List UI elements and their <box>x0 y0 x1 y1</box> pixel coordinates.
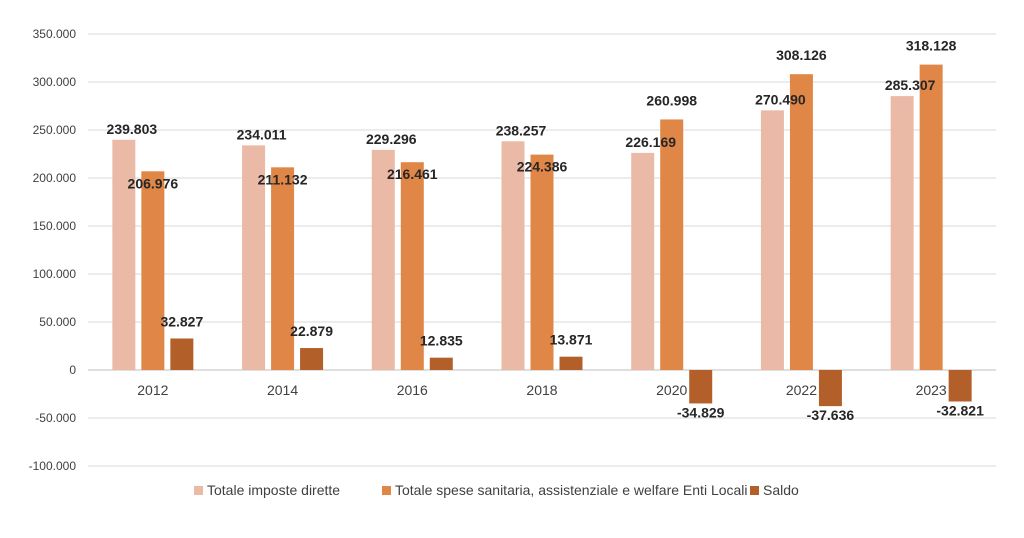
y-axis: 350.000 300.000 250.000 200.000 150.000 100.0… <box>29 27 77 473</box>
legend-swatch <box>194 486 203 495</box>
data-label: 239.803 <box>107 121 158 137</box>
x-tick-label: 2018 <box>526 382 557 398</box>
x-tick-label: 2012 <box>137 382 168 398</box>
y-tick-label: 300.000 <box>33 75 77 89</box>
bar-imposte <box>112 139 136 370</box>
x-tick-label: 2016 <box>397 382 428 398</box>
bar-spese <box>530 154 554 370</box>
bar-saldo <box>170 338 194 370</box>
legend-label: Totale spese sanitaria, assistenziale e … <box>395 482 748 498</box>
data-label: -37.636 <box>807 407 855 423</box>
bar-saldo <box>689 370 713 404</box>
data-label: 206.976 <box>128 175 179 191</box>
y-tick-label: -50.000 <box>35 411 76 425</box>
y-tick-label: 50.000 <box>39 315 76 329</box>
y-tick-label: -100.000 <box>29 459 77 473</box>
y-tick-label: 250.000 <box>33 123 77 137</box>
bar-saldo <box>818 370 842 407</box>
data-label: 234.011 <box>237 126 287 142</box>
x-axis: 2012 2014 2016 2018 2020 2022 2023 <box>137 382 947 398</box>
legend: Totale imposte dirette Totale spese sanit… <box>194 482 799 498</box>
data-label: 13.871 <box>550 332 593 348</box>
data-label: 226.169 <box>625 134 676 150</box>
bar-spese <box>789 74 813 371</box>
legend-item: Totale spese sanitaria, assistenziale e … <box>382 482 748 498</box>
legend-label: Saldo <box>763 482 799 498</box>
data-label: -34.829 <box>677 404 725 420</box>
data-label: 308.126 <box>776 47 827 63</box>
data-label: 229.296 <box>366 131 417 147</box>
data-label: 12.835 <box>420 333 463 349</box>
legend-label: Totale imposte dirette <box>207 482 340 498</box>
bars <box>112 64 972 407</box>
bar-saldo <box>300 348 324 370</box>
x-tick-label: 2020 <box>656 382 687 398</box>
data-label: 260.998 <box>646 92 697 108</box>
data-label: 211.132 <box>258 171 308 187</box>
bar-spese <box>400 162 424 370</box>
legend-item: Saldo <box>750 482 799 498</box>
y-tick-label: 0 <box>69 363 76 377</box>
legend-swatch <box>382 486 391 495</box>
bar-spese <box>141 171 165 370</box>
data-label: 270.490 <box>755 91 806 107</box>
y-tick-label: 350.000 <box>33 27 77 41</box>
x-tick-label: 2014 <box>267 382 298 398</box>
bar-imposte <box>890 96 914 370</box>
data-label: 22.879 <box>290 323 333 339</box>
y-tick-label: 100.000 <box>33 267 77 281</box>
bar-saldo <box>948 370 972 402</box>
x-tick-label: 2022 <box>786 382 817 398</box>
data-labels: 239.803 206.976 32.827 234.011 211.132 22.879… <box>107 38 985 424</box>
data-label: 285.307 <box>885 77 936 93</box>
bar-imposte <box>501 141 525 370</box>
data-label: 216.461 <box>387 166 438 182</box>
bar-saldo <box>429 357 453 370</box>
y-tick-label: 200.000 <box>33 171 77 185</box>
bar-imposte <box>631 152 655 370</box>
bar-spese <box>919 64 943 371</box>
data-label: 32.827 <box>160 313 203 329</box>
y-tick-label: 150.000 <box>33 219 77 233</box>
legend-swatch <box>750 486 759 495</box>
bar-saldo <box>559 356 583 370</box>
bar-imposte <box>760 110 784 371</box>
legend-item: Totale imposte dirette <box>194 482 340 498</box>
x-tick-label: 2023 <box>916 382 947 398</box>
bar-imposte <box>371 149 395 370</box>
data-label: 238.257 <box>496 122 547 138</box>
data-label: 318.128 <box>906 38 957 54</box>
bar-imposte <box>242 145 266 370</box>
bar-spese <box>660 119 684 370</box>
bar-spese <box>271 167 295 370</box>
data-label: -32.821 <box>936 403 984 419</box>
data-label: 224.386 <box>517 159 568 175</box>
